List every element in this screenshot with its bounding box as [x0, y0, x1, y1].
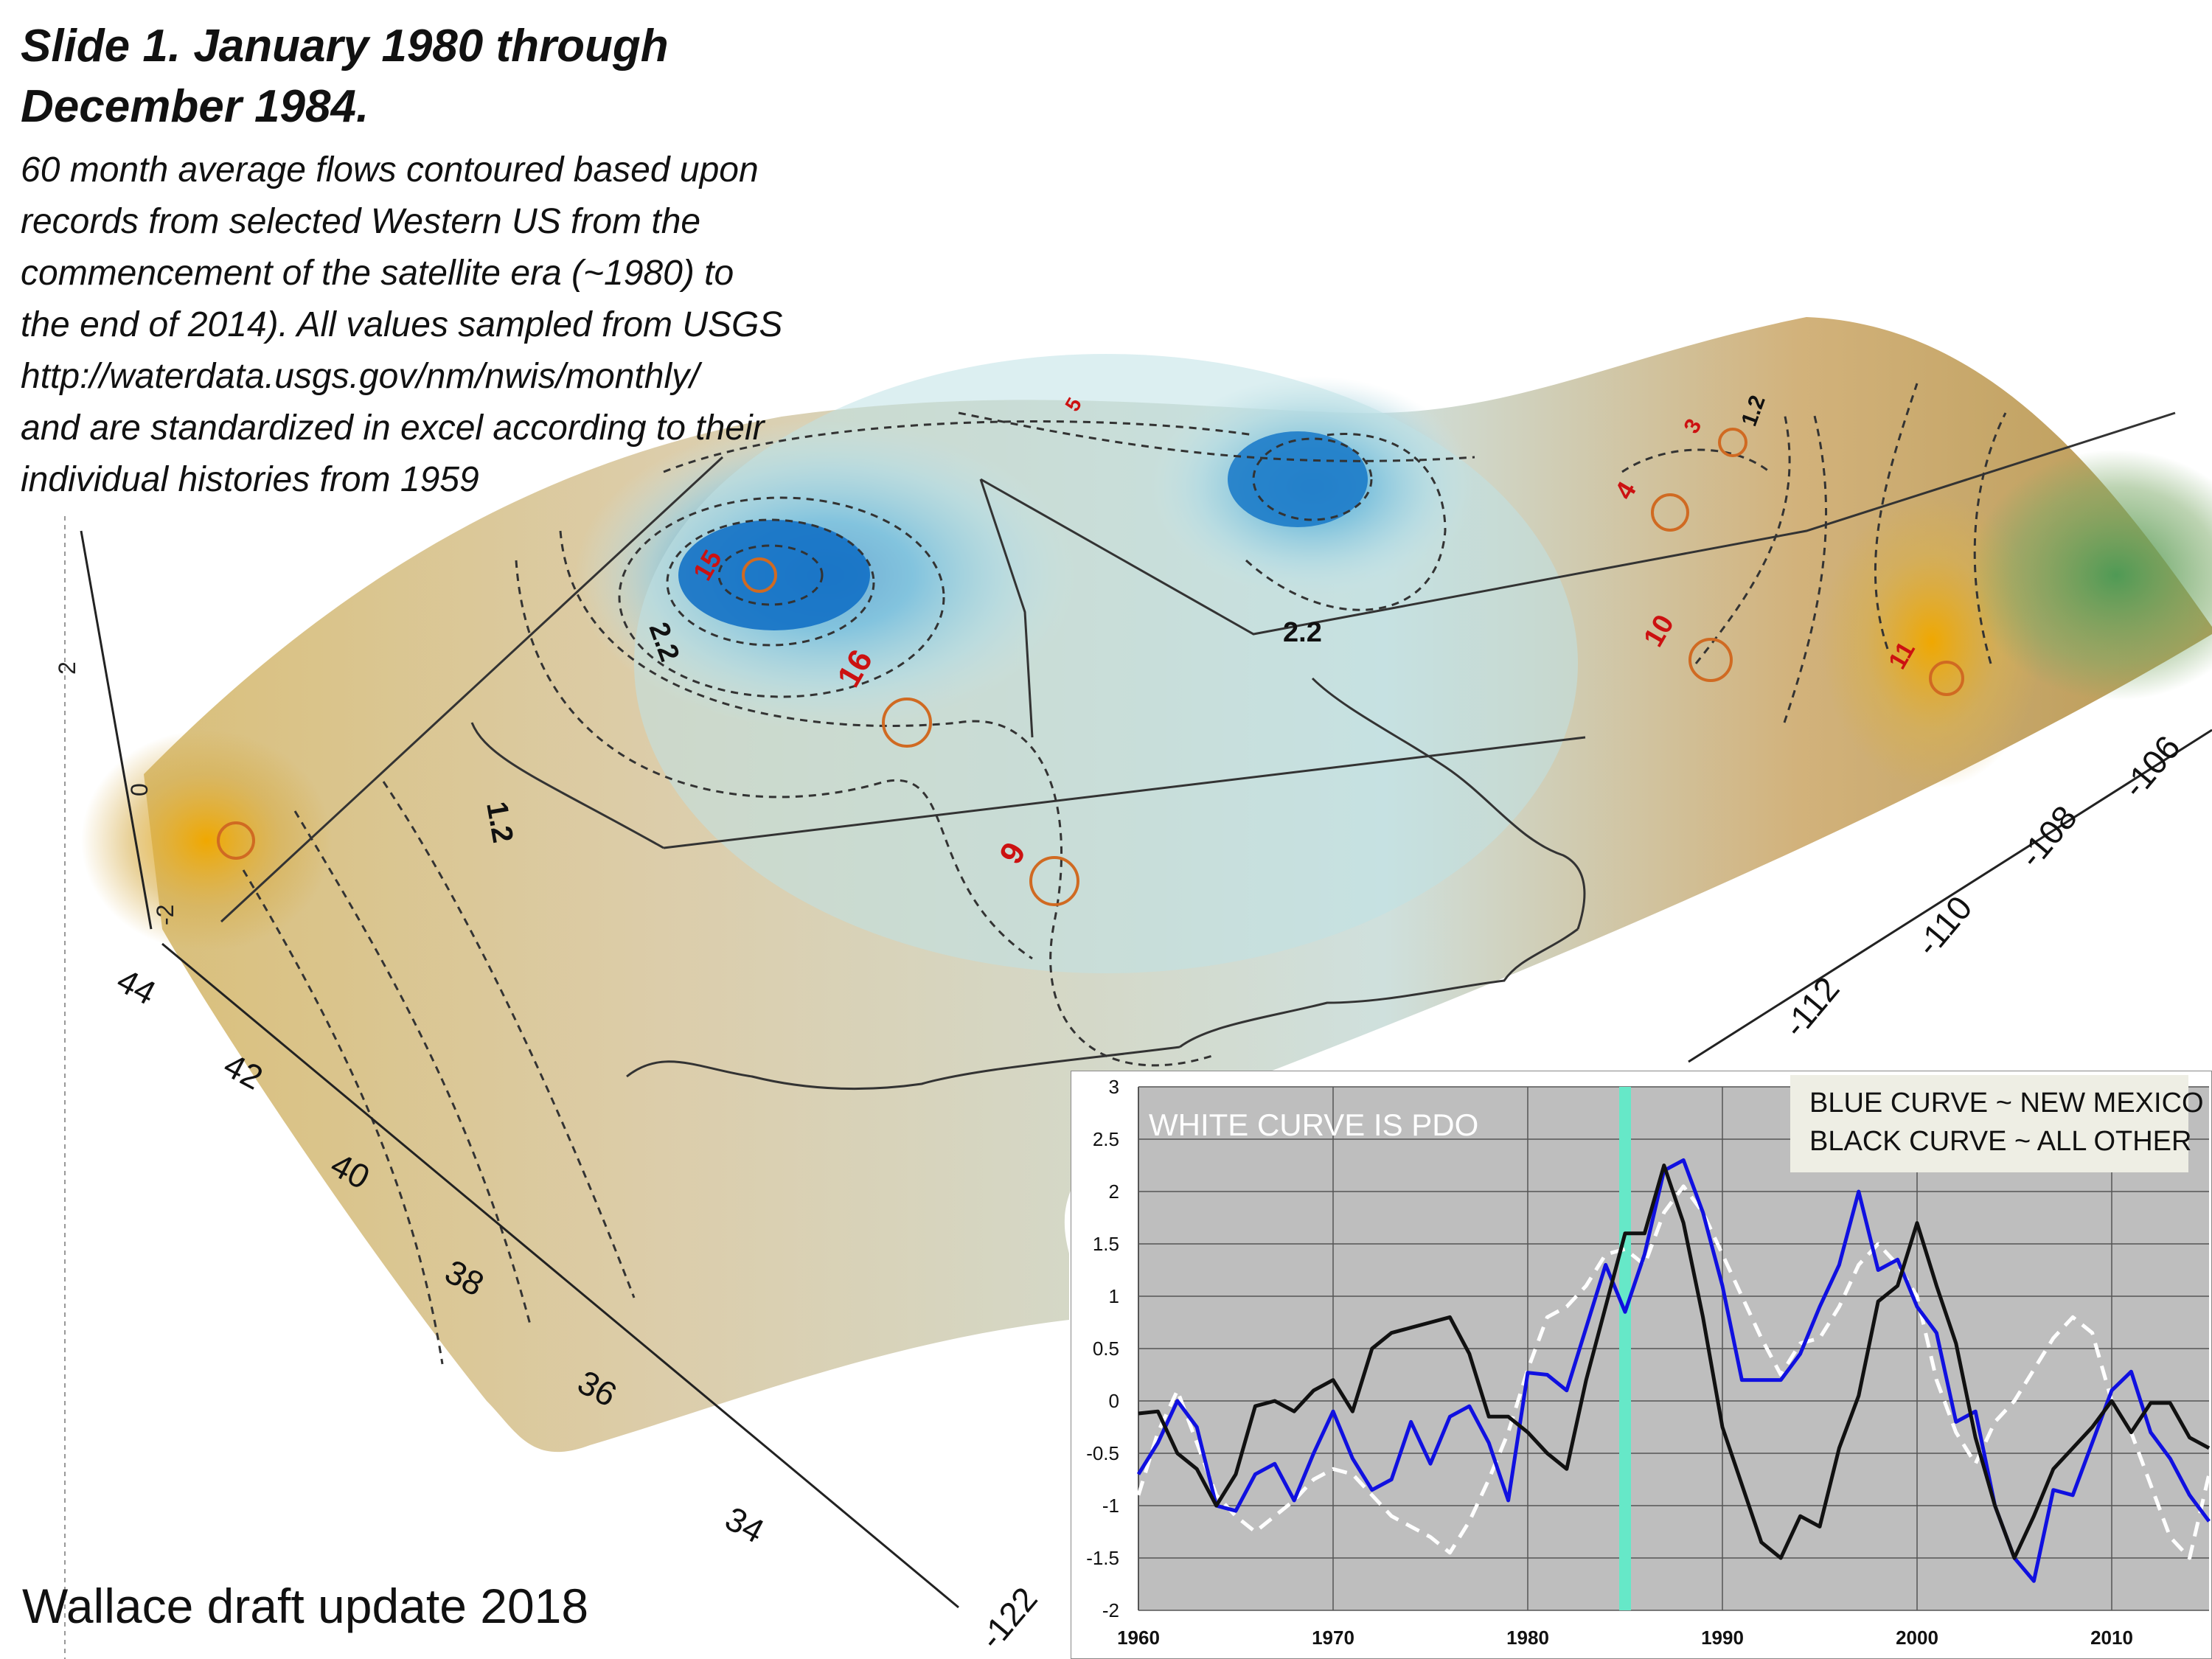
description-line: commencement of the satellite era (~1980…: [21, 254, 734, 293]
marker-band-rect: [1619, 1087, 1631, 1610]
contour-label: 1.2: [480, 799, 519, 845]
slide-title-line: Slide 1. January 1980 through: [21, 21, 669, 72]
footer-credit: Wallace draft update 2018: [22, 1579, 589, 1633]
x-tick-label: 1970: [1312, 1627, 1354, 1649]
y-tick-label: 1.5: [1093, 1233, 1119, 1255]
vertical-axis-label: 0: [126, 783, 153, 796]
contour-lines: [242, 383, 2007, 1365]
description-line: the end of 2014). All values sampled fro…: [21, 305, 783, 344]
contour-label: 2.2: [1283, 617, 1322, 648]
y-tick-label: 0: [1109, 1390, 1119, 1412]
y-tick-label: 2.5: [1093, 1128, 1119, 1150]
x-tick-label: 2010: [2090, 1627, 2133, 1649]
y-tick-label: -1: [1102, 1495, 1119, 1517]
x-tick-label: 1960: [1117, 1627, 1160, 1649]
longitude-label: -106: [2115, 728, 2188, 804]
description-line: individual histories from 1959: [21, 460, 479, 499]
y-tick-label: -0.5: [1086, 1442, 1119, 1464]
y-tick-label: -2: [1102, 1599, 1119, 1621]
longitude-label: -112: [1775, 970, 1847, 1044]
vertical-axis: 2 0 -2: [54, 516, 178, 1659]
latitude-label: 34: [719, 1499, 771, 1551]
x-axis: 1960 1970 1980 1990 2000 2010: [1117, 1627, 2133, 1649]
latitude-label: 44: [111, 961, 162, 1012]
x-tick-label: 1990: [1701, 1627, 1744, 1649]
y-tick-label: 3: [1109, 1076, 1119, 1098]
vertical-axis-label: -2: [152, 905, 178, 925]
x-tick-label: 1980: [1506, 1627, 1549, 1649]
description-line: http://waterdata.usgs.gov/nm/nwis/monthl…: [21, 357, 700, 396]
y-tick-label: 2: [1109, 1180, 1119, 1203]
description-line: 60 month average flows contoured based u…: [21, 150, 759, 189]
slide-title-line: December 1984.: [21, 81, 369, 132]
longitude-label: -110: [1908, 888, 1980, 963]
slide-description: 60 month average flows contoured based u…: [21, 145, 891, 506]
y-tick-label: 1: [1109, 1285, 1119, 1307]
legend-entry: BLACK CURVE ~ ALL OTHER: [1809, 1126, 2192, 1157]
description-line: and are standardized in excel according …: [21, 408, 765, 448]
vertical-axis-label: 2: [54, 661, 80, 675]
marker-band: [1619, 1087, 1631, 1610]
description-line: records from selected Western US from th…: [21, 202, 701, 241]
grid-lines: [1138, 1086, 2209, 1611]
series-line: [1136, 1184, 2211, 1560]
time-series-chart: -2-1.5-1-0.500.511.522.53 1960 1970 1980 19…: [1071, 1071, 2212, 1659]
series-lines: [1136, 1158, 2211, 1583]
chart-annotation: WHITE CURVE IS PDO: [1149, 1107, 1479, 1142]
slide-title: Slide 1. January 1980 through December 1…: [21, 16, 869, 137]
y-axis: -2 -1.5 -1 -0.5 0 0.5 1 1.5 2 2.5 3: [1086, 1076, 1119, 1621]
chart-legend: BLUE CURVE ~ NEW MEXICO BLACK CURVE ~ AL…: [1790, 1075, 2204, 1172]
series-line: [1138, 1164, 2211, 1560]
y-tick-label: 0.5: [1093, 1338, 1119, 1360]
y-tick-label: -1.5: [1086, 1547, 1119, 1569]
legend-entry: BLUE CURVE ~ NEW MEXICO: [1809, 1088, 2204, 1119]
x-tick-label: 2000: [1896, 1627, 1938, 1649]
longitude-label: -122: [972, 1579, 1045, 1656]
longitude-label: -108: [2011, 798, 2084, 874]
state-boundaries: [220, 411, 2176, 1091]
station-markers: [217, 428, 1964, 906]
series-line: [1136, 1158, 2211, 1583]
